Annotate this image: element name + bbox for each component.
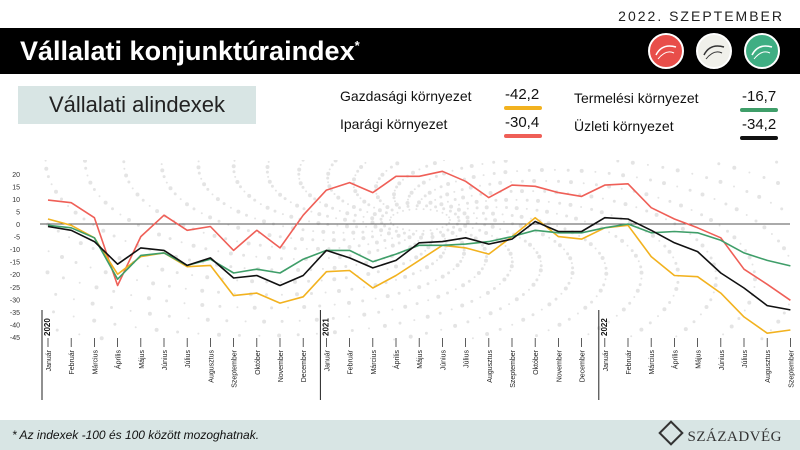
legend-label-termelesi: Termelési környezet [574,90,699,106]
x-tick-label: Augusztus [208,350,215,383]
x-tick-label: Június [440,350,447,371]
x-tick-label: Február [626,349,633,374]
footer: * Az indexek -100 és 100 között mozoghat… [0,420,800,450]
line-chart: 20 15 10 5 0 -5 -10 -15 -20 -25 -30 -35 -40 -45 Január… [10,160,795,400]
x-tick-label: Október [533,349,540,375]
x-tick-label: Május [696,350,703,369]
x-tick-label: Augusztus [765,350,772,383]
x-tick-label: Március [371,350,378,375]
logo-diamond-icon [657,420,684,446]
series-line-0 [47,170,791,301]
background-dot-pattern [44,160,790,341]
x-tick-label: Április [392,350,401,370]
legend-swatch-iparagi [504,134,542,138]
x-tick-label: Január [46,349,53,371]
x-tick-label: Február [69,349,76,374]
y-tick-label: 5 [16,209,20,216]
logo-text: SZÁZADVÉG [687,429,782,445]
x-tick-label: December [301,349,308,382]
x-tick-label: Szeptember [510,349,517,387]
x-tick-label: Január [324,349,331,371]
x-tick-label: Május [417,350,424,369]
x-tick-label: Július [742,350,749,368]
legend-label-gazdasagi: Gazdasági környezet [340,88,472,104]
year-label: 2022 [600,318,609,336]
legend-value-termelesi: -16,7 [742,88,777,105]
year-label: 2020 [43,318,52,336]
legend-label-uzleti: Üzleti környezet [574,118,674,134]
footnote: * Az indexek -100 és 100 között mozoghat… [12,428,260,442]
x-tick-label: Június [162,350,169,371]
red-gauge-icon [648,33,684,69]
y-tick-label: -40 [10,322,20,329]
x-tick-label: Szeptember [232,349,239,387]
y-tick-label: -15 [10,260,20,267]
y-tick-label: -30 [10,297,20,304]
x-tick-label: Augusztus [487,350,494,383]
x-tick-label: Július [464,350,471,368]
legend-swatch-gazdasagi [504,106,542,110]
x-tick-label: Július [185,350,192,368]
title-text: Vállalati konjunktúraindex [20,36,355,66]
series-line-3 [47,216,791,311]
page-title: Vállalati konjunktúraindex* [20,36,360,67]
legend-swatch-uzleti [740,136,778,140]
x-tick-label: Január [603,349,610,371]
y-tick-label: -10 [10,247,20,254]
green-gauge-icon [744,33,780,69]
title-bar: Vállalati konjunktúraindex* [0,28,800,74]
legend-value-gazdasagi: -42,2 [505,86,540,103]
legend-value-uzleti: -34,2 [742,116,777,133]
brand-logo: SZÁZADVÉG [657,420,783,446]
x-tick-label: Április [670,350,679,370]
report-date: 2022. SZEPTEMBER [618,8,784,24]
chart-subtitle: Vállalati alindexek [18,86,256,124]
y-tick-label: -20 [10,272,20,279]
x-tick-label: Október [255,349,262,375]
legend-value-iparagi: -30,4 [505,114,540,131]
x-tick-label: Április [114,350,123,370]
y-tick-label: -35 [10,310,20,317]
x-tick-label: December [580,349,587,382]
legend-label-iparagi: Iparági környezet [340,116,448,132]
y-tick-label: 10 [12,197,20,204]
x-tick-label: Május [139,350,146,369]
y-tick-label: 20 [12,172,20,179]
y-tick-label: -5 [14,235,20,242]
legend-swatch-termelesi [740,108,778,112]
y-tick-label: -25 [10,285,20,292]
y-tick-label: 15 [12,184,20,191]
x-tick-label: Március [92,350,99,375]
x-tick-label: November [556,349,563,382]
y-tick-label: -45 [10,335,20,342]
white-gauge-icon [696,33,732,69]
x-tick-label: Szeptember [788,349,795,387]
x-tick-label: Június [719,350,726,371]
year-label: 2021 [321,318,330,336]
x-tick-label: November [278,349,285,382]
x-tick-label: Március [649,350,656,375]
x-tick-label: Február [348,349,355,374]
series-line-2 [47,223,791,280]
title-mark: * [354,38,360,53]
y-tick-label: 0 [16,222,20,229]
